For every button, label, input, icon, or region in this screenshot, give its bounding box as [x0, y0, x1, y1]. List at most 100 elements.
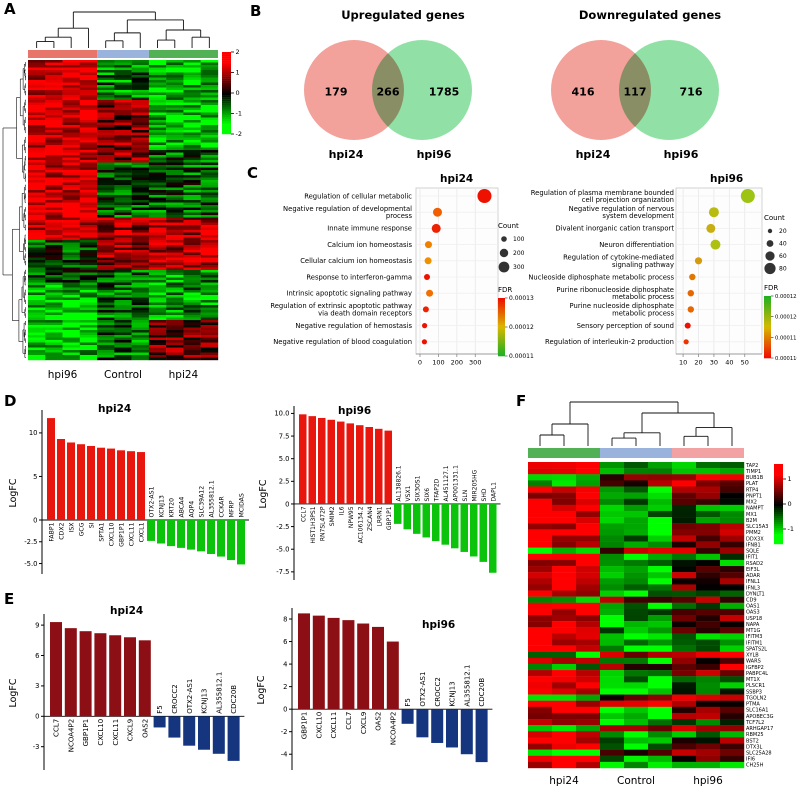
gene-row-label: RTP4	[746, 487, 758, 493]
gene-label: CXCL11	[112, 719, 120, 746]
gene-label: OAS2	[141, 719, 149, 738]
gene-row-label: B2M	[746, 518, 757, 524]
logfc-bar	[357, 623, 370, 710]
go-dot	[689, 273, 696, 281]
logfc-barchart-d-hpi96: hpi96 LogFC 10.0 7.5 5.0 2.5 0 -2.5 -5.0 -7.5 CCL7…	[258, 405, 501, 580]
go-term-label: Intrinsic apoptotic signaling pathway	[287, 290, 413, 298]
gene-label: FABP1	[49, 522, 56, 541]
logfc-bar	[308, 416, 316, 504]
y-axis-label: LogFC	[8, 678, 19, 707]
logfc-bar	[394, 503, 402, 524]
gene-label: NCOA4P2	[389, 712, 397, 745]
gene-row-label: CH25H	[746, 763, 764, 769]
logfc-bar	[401, 709, 414, 724]
logfc-bar	[431, 709, 444, 743]
logfc-bar	[77, 444, 85, 520]
logfc-bar	[460, 709, 473, 755]
panel-label-d: D	[4, 392, 17, 410]
column-annotation-hpi24	[148, 50, 218, 58]
logfc-bar	[375, 428, 383, 504]
go-term-label: Sensory perception of sound	[577, 322, 674, 330]
gene-row-label: NAPA	[746, 622, 760, 628]
y-tick: 0	[285, 500, 289, 508]
gene-label: ABCA4	[179, 497, 186, 518]
gene-label: GBP1P1	[82, 719, 90, 747]
gene-label: MFRP	[229, 500, 236, 517]
colorbar-tick: 1	[236, 69, 240, 77]
y-tick: 0	[35, 713, 39, 721]
gene-row-label: PMM2	[746, 530, 761, 536]
clustered-heatmap-panel-a: 2 1 0 -1 -2 hpi96 Control hpi24	[2, 11, 242, 381]
gene-label: CXCL10	[97, 719, 105, 746]
gene-row-label: SQLE	[746, 549, 759, 555]
y-tick: -3	[33, 743, 40, 751]
go-dot	[424, 257, 432, 265]
logfc-barchart-e-hpi24: hpi24 LogFC 9 6 3 0 -3 CCL7 NCOA4P2 GBP1P1 CXCL10 C…	[8, 605, 245, 770]
venn-count-right: 1785	[428, 85, 460, 99]
gene-row-label: TIMP1	[745, 469, 761, 475]
gene-label: GBP1P1	[386, 506, 393, 530]
go-term-label: metabolic process	[612, 293, 674, 301]
logfc-bar	[337, 421, 345, 504]
logfc-bar	[318, 417, 326, 504]
logfc-bar	[167, 520, 175, 547]
logfc-bar	[94, 633, 107, 717]
colorbar-tick: -1	[788, 525, 794, 533]
gene-row-label: CD9	[746, 598, 757, 604]
go-dot	[683, 339, 689, 345]
go-dot	[431, 223, 441, 233]
gene-label: CXCL11	[330, 712, 338, 739]
gene-label: SHD	[481, 488, 488, 501]
y-tick: 10.0	[274, 410, 289, 418]
logfc-bar	[157, 520, 165, 544]
sample-group-label: hpi96	[48, 369, 78, 381]
logfc-bar	[489, 503, 497, 573]
gene-row-label: ARHGAP17	[746, 726, 773, 732]
y-tick: 6	[283, 638, 287, 646]
logfc-bar	[168, 716, 181, 738]
y-tick: -7.5	[276, 568, 289, 576]
gene-row-label: SLC16A1	[746, 708, 768, 714]
legend-fdr-title: FDR	[498, 286, 512, 294]
x-tick: 30	[710, 359, 718, 367]
go-term-label: Negative regulation of nervous	[569, 205, 675, 213]
go-enrichment-dotplots: hpi24 Regulation of cellular metabolic Neg…	[270, 173, 797, 367]
gene-label: CROCC2	[434, 677, 442, 707]
sample-group-label: hpi96	[693, 775, 723, 787]
legend-count-value: 300	[513, 264, 525, 271]
plot-title: hpi24	[440, 173, 473, 185]
sample-group-label: Control	[617, 775, 655, 787]
gene-row-label: APOBEC3G	[746, 714, 774, 720]
gene-label: SMIM2	[329, 506, 336, 526]
logfc-bar	[416, 709, 429, 738]
logfc-bar	[47, 418, 55, 520]
y-tick: 6	[35, 652, 39, 660]
panel-label-f: F	[516, 392, 527, 410]
y-tick: 2.5	[279, 478, 290, 486]
go-dot	[708, 207, 719, 218]
logfc-bar	[137, 452, 145, 520]
venn-circle-hpi96	[372, 40, 472, 140]
gene-label: ZSCAN4	[367, 506, 374, 531]
x-tick: 200	[451, 359, 463, 367]
gene-row-label: IFITM3	[746, 634, 762, 640]
y-tick: 7.5	[279, 432, 290, 440]
heatmap-a-cells	[28, 60, 219, 361]
y-tick: 4	[283, 660, 287, 668]
gene-label: CXCL10	[315, 712, 323, 739]
gene-label: SLN	[462, 490, 469, 502]
panel-label-b: B	[250, 2, 262, 20]
gene-row-label: IFNL1	[746, 579, 760, 585]
venn-downregulated: Downregulated genes 416 117 716 hpi24 hp…	[545, 8, 755, 170]
y-tick: -2.5	[276, 523, 289, 531]
y-tick: 10	[29, 429, 38, 437]
logfc-bar	[217, 520, 225, 557]
gene-row-label: SLC25A28	[746, 751, 772, 757]
gene-label: HIST1H3PS1	[310, 506, 317, 543]
gene-label: SPTA1	[99, 522, 106, 541]
go-dot	[433, 207, 442, 217]
go-dot	[421, 339, 428, 345]
logfc-bar	[432, 503, 440, 542]
